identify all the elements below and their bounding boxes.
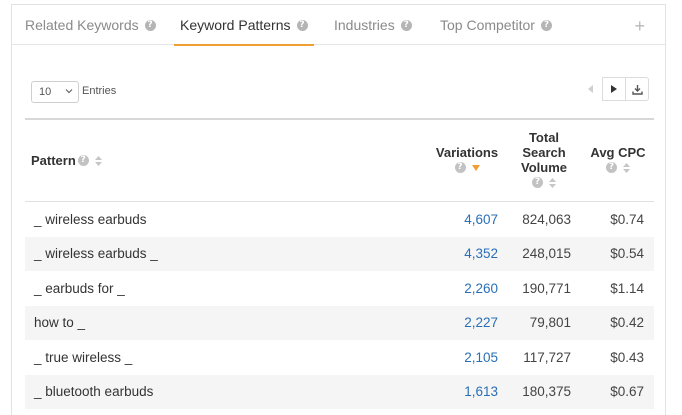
entries-value: 10	[39, 86, 52, 98]
cpc-cell: $0.54	[610, 246, 644, 262]
cpc-cell: $0.42	[610, 315, 644, 331]
table-header: Pattern ? Variations ? Total Search Volu…	[25, 118, 654, 202]
column-header-total-search-volume[interactable]: Total Search Volume ?	[514, 130, 574, 188]
sort-desc-icon[interactable]	[471, 164, 480, 171]
variations-link[interactable]: 1,613	[464, 384, 498, 400]
volume-cell: 180,375	[522, 384, 571, 400]
tab-keyword-patterns[interactable]: Keyword Patterns ?	[174, 5, 314, 46]
help-icon[interactable]: ?	[606, 162, 617, 173]
prev-page-button[interactable]	[579, 77, 603, 101]
chevron-down-icon	[65, 89, 73, 94]
volume-cell: 190,771	[522, 280, 571, 296]
cpc-cell: $0.43	[610, 349, 644, 365]
pattern-cell: how to _	[34, 315, 86, 331]
volume-cell: 79,801	[529, 315, 571, 331]
cpc-cell: $0.67	[610, 384, 644, 400]
sort-icon[interactable]	[549, 177, 556, 188]
help-icon[interactable]: ?	[296, 19, 308, 31]
add-tab-icon[interactable]: +	[634, 16, 645, 36]
arrow-right-icon	[611, 85, 617, 93]
column-label: Avg CPC	[590, 145, 646, 160]
tab-related-keywords[interactable]: Related Keywords ?	[25, 5, 156, 45]
volume-cell: 248,015	[522, 246, 571, 262]
volume-cell: 824,063	[522, 211, 571, 227]
column-label-line3: Volume	[521, 160, 567, 175]
variations-link[interactable]: 2,227	[464, 315, 498, 331]
table-row: how to _ 2,227 79,801 $0.42	[25, 305, 654, 340]
table-row: _ wireless earbuds _ 4,352 248,015 $0.54	[25, 236, 654, 271]
help-icon[interactable]: ?	[144, 19, 156, 31]
column-header-pattern[interactable]: Pattern ?	[31, 153, 102, 168]
tab-label: Industries	[334, 17, 395, 33]
patterns-table: Pattern ? Variations ? Total Search Volu…	[25, 118, 654, 409]
cpc-cell: $1.14	[610, 280, 644, 296]
column-header-avg-cpc[interactable]: Avg CPC ?	[585, 145, 651, 173]
tab-label: Top Competitor	[440, 17, 535, 33]
cpc-cell: $0.74	[610, 211, 644, 227]
column-header-variations[interactable]: Variations ?	[430, 145, 504, 173]
table-row: _ wireless earbuds 4,607 824,063 $0.74	[25, 202, 654, 237]
variations-link[interactable]: 4,607	[464, 211, 498, 227]
help-icon[interactable]: ?	[540, 19, 552, 31]
volume-cell: 117,727	[523, 349, 571, 365]
pattern-cell: _ earbuds for _	[34, 280, 125, 296]
column-label: Variations	[435, 145, 499, 160]
sort-icon[interactable]	[94, 155, 102, 166]
tab-label: Related Keywords	[25, 17, 139, 33]
entries-select[interactable]: 10	[31, 81, 79, 103]
table-row: _ true wireless _ 2,105 117,727 $0.43	[25, 340, 654, 375]
variations-link[interactable]: 2,105	[464, 349, 498, 365]
variations-link[interactable]: 2,260	[464, 280, 498, 296]
help-icon[interactable]: ?	[532, 177, 543, 188]
column-label-line1: Total	[528, 130, 560, 145]
tab-bar: Related Keywords ? Keyword Patterns ? In…	[12, 5, 665, 46]
pattern-cell: _ wireless earbuds	[34, 211, 147, 227]
variations-link[interactable]: 4,352	[464, 246, 498, 262]
pattern-cell: _ bluetooth earbuds	[34, 384, 154, 400]
help-icon[interactable]: ?	[454, 162, 466, 173]
entries-label: Entries	[82, 85, 117, 97]
download-icon	[631, 84, 643, 95]
pattern-cell: _ wireless earbuds _	[34, 246, 158, 262]
column-label-line2: Search	[522, 145, 566, 160]
table-row: _ bluetooth earbuds 1,613 180,375 $0.67	[25, 374, 654, 409]
next-page-button[interactable]	[602, 77, 626, 101]
download-button[interactable]	[625, 77, 649, 101]
arrow-left-icon	[588, 85, 593, 93]
column-label: Pattern	[31, 153, 76, 168]
help-icon[interactable]: ?	[400, 19, 412, 31]
table-row: _ earbuds for _ 2,260 190,771 $1.14	[25, 271, 654, 306]
keyword-panel: Related Keywords ? Keyword Patterns ? In…	[11, 4, 666, 415]
tab-industries[interactable]: Industries ?	[334, 5, 412, 45]
help-icon[interactable]: ?	[77, 155, 89, 166]
pattern-cell: _ true wireless _	[34, 349, 133, 365]
tab-label: Keyword Patterns	[180, 17, 291, 33]
sort-icon[interactable]	[623, 162, 630, 173]
pagination	[579, 77, 649, 101]
tab-top-competitor[interactable]: Top Competitor ?	[440, 5, 552, 45]
